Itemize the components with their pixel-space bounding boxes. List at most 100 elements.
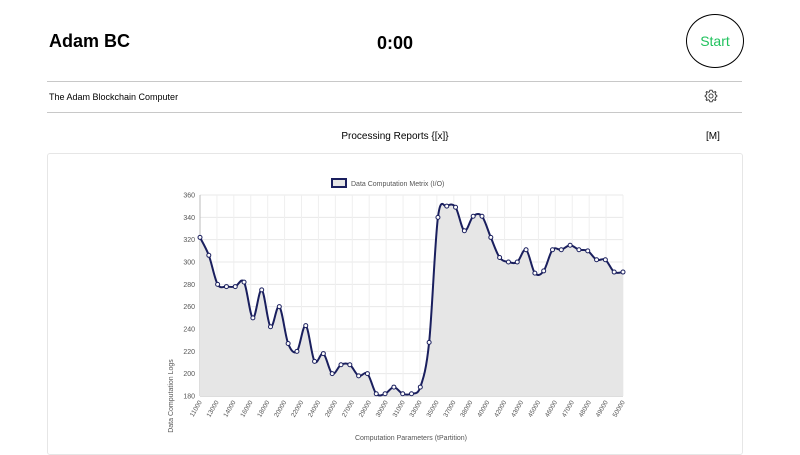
x-tick-label: 18000 <box>256 399 271 418</box>
x-tick-label: 47000 <box>561 399 576 418</box>
data-point <box>312 358 318 364</box>
series-points <box>197 203 626 397</box>
data-point <box>488 234 494 240</box>
data-point <box>541 268 547 274</box>
data-point <box>206 252 212 258</box>
x-tick-label: 37000 <box>442 399 457 418</box>
x-tick-label: 50000 <box>612 399 627 418</box>
data-point <box>285 341 291 347</box>
x-tick-label: 40000 <box>476 399 491 418</box>
data-point <box>479 213 485 219</box>
data-point <box>400 391 406 397</box>
chart: 180 200 220 240 260 280 300 320 340 360 11000 1300… <box>168 178 627 442</box>
data-point <box>276 304 282 310</box>
subtitle: The Adam Blockchain Computer <box>49 92 179 102</box>
y-tick-label: 180 <box>183 394 195 401</box>
x-tick-label: 46000 <box>544 399 559 418</box>
data-point <box>514 259 520 265</box>
x-tick-label: 27000 <box>341 399 356 418</box>
data-point <box>232 284 238 290</box>
y-tick-label: 340 <box>183 215 195 222</box>
x-tick-label: 24000 <box>307 399 322 418</box>
data-point <box>426 339 432 345</box>
data-point <box>444 203 450 209</box>
data-point <box>215 281 221 287</box>
data-point <box>576 247 582 253</box>
data-point <box>497 255 503 261</box>
start-button[interactable]: Start <box>686 14 744 68</box>
data-point <box>417 384 423 390</box>
y-tick-label: 220 <box>183 349 195 356</box>
data-point <box>250 315 256 321</box>
data-point <box>470 213 476 219</box>
x-tick-label: 43000 <box>510 399 525 418</box>
gear-icon[interactable] <box>704 89 718 103</box>
data-point <box>602 257 608 263</box>
legend-swatch <box>331 178 347 188</box>
x-tick-label: 31000 <box>392 399 407 418</box>
data-point <box>320 351 326 357</box>
data-point <box>532 270 538 276</box>
x-tick-label: 38000 <box>459 399 474 418</box>
data-point <box>409 391 414 397</box>
x-tick-label: 49000 <box>595 399 610 418</box>
x-tick-label: 33000 <box>409 399 424 418</box>
data-point <box>259 287 265 293</box>
y-tick-label: 300 <box>183 260 195 267</box>
data-point <box>382 391 388 397</box>
x-tick-label: 30000 <box>375 399 390 418</box>
y-tick-label: 240 <box>183 327 195 334</box>
data-point <box>391 384 397 390</box>
timer: 0:00 <box>377 33 414 53</box>
y-ticks: 180 200 220 240 260 280 300 320 340 360 <box>183 193 195 401</box>
reports-label: Processing Reports {[x]} <box>341 131 449 142</box>
x-ticks: 11000 13000 14000 16000 18000 20000 22000 24000… <box>189 399 627 418</box>
x-tick-label: 20000 <box>273 399 288 418</box>
data-point <box>435 214 441 220</box>
x-tick-label: 16000 <box>239 399 254 418</box>
data-point <box>223 284 229 290</box>
x-axis-label: Computation Parameters (tPartition) <box>355 435 467 442</box>
data-point <box>268 324 273 330</box>
data-point <box>585 248 591 254</box>
app-title: Adam BC <box>49 31 131 51</box>
x-tick-label: 42000 <box>493 399 508 418</box>
m-toggle[interactable]: [M] <box>706 131 720 142</box>
data-point <box>594 257 600 263</box>
y-tick-label: 320 <box>183 237 195 244</box>
data-point <box>461 228 467 234</box>
data-point <box>620 269 626 275</box>
series-area <box>200 203 623 396</box>
y-tick-label: 280 <box>183 282 195 289</box>
x-tick-label: 26000 <box>324 399 339 418</box>
data-point <box>241 279 247 285</box>
data-point <box>197 234 203 240</box>
y-tick-label: 200 <box>183 371 195 378</box>
x-tick-label: 22000 <box>290 399 305 418</box>
data-point <box>338 362 344 368</box>
legend: Data Computation Metrix (I/O) <box>331 178 444 188</box>
x-tick-label: 11000 <box>189 399 204 418</box>
y-tick-label: 260 <box>183 304 195 311</box>
data-point <box>611 269 617 275</box>
y-tick-label: 360 <box>183 193 195 200</box>
data-point <box>356 373 362 379</box>
data-point <box>523 247 529 253</box>
x-tick-label: 13000 <box>206 399 221 418</box>
legend-label: Data Computation Metrix (I/O) <box>351 181 444 188</box>
data-point <box>505 259 511 265</box>
data-point <box>329 371 335 377</box>
x-tick-label: 45000 <box>527 399 542 418</box>
x-tick-label: 48000 <box>578 399 593 418</box>
y-axis-label: Data Computation Logs <box>168 359 175 433</box>
x-tick-label: 35000 <box>426 399 441 418</box>
data-point <box>567 242 573 248</box>
divider-bottom <box>47 112 742 113</box>
data-point <box>453 204 459 210</box>
chart-card: 180 200 220 240 260 280 300 320 340 360 11000 1300… <box>47 153 743 455</box>
x-tick-label: 14000 <box>222 399 237 418</box>
data-point <box>294 348 300 354</box>
data-point <box>303 323 309 329</box>
data-point <box>373 391 379 397</box>
x-tick-label: 29000 <box>358 399 373 418</box>
